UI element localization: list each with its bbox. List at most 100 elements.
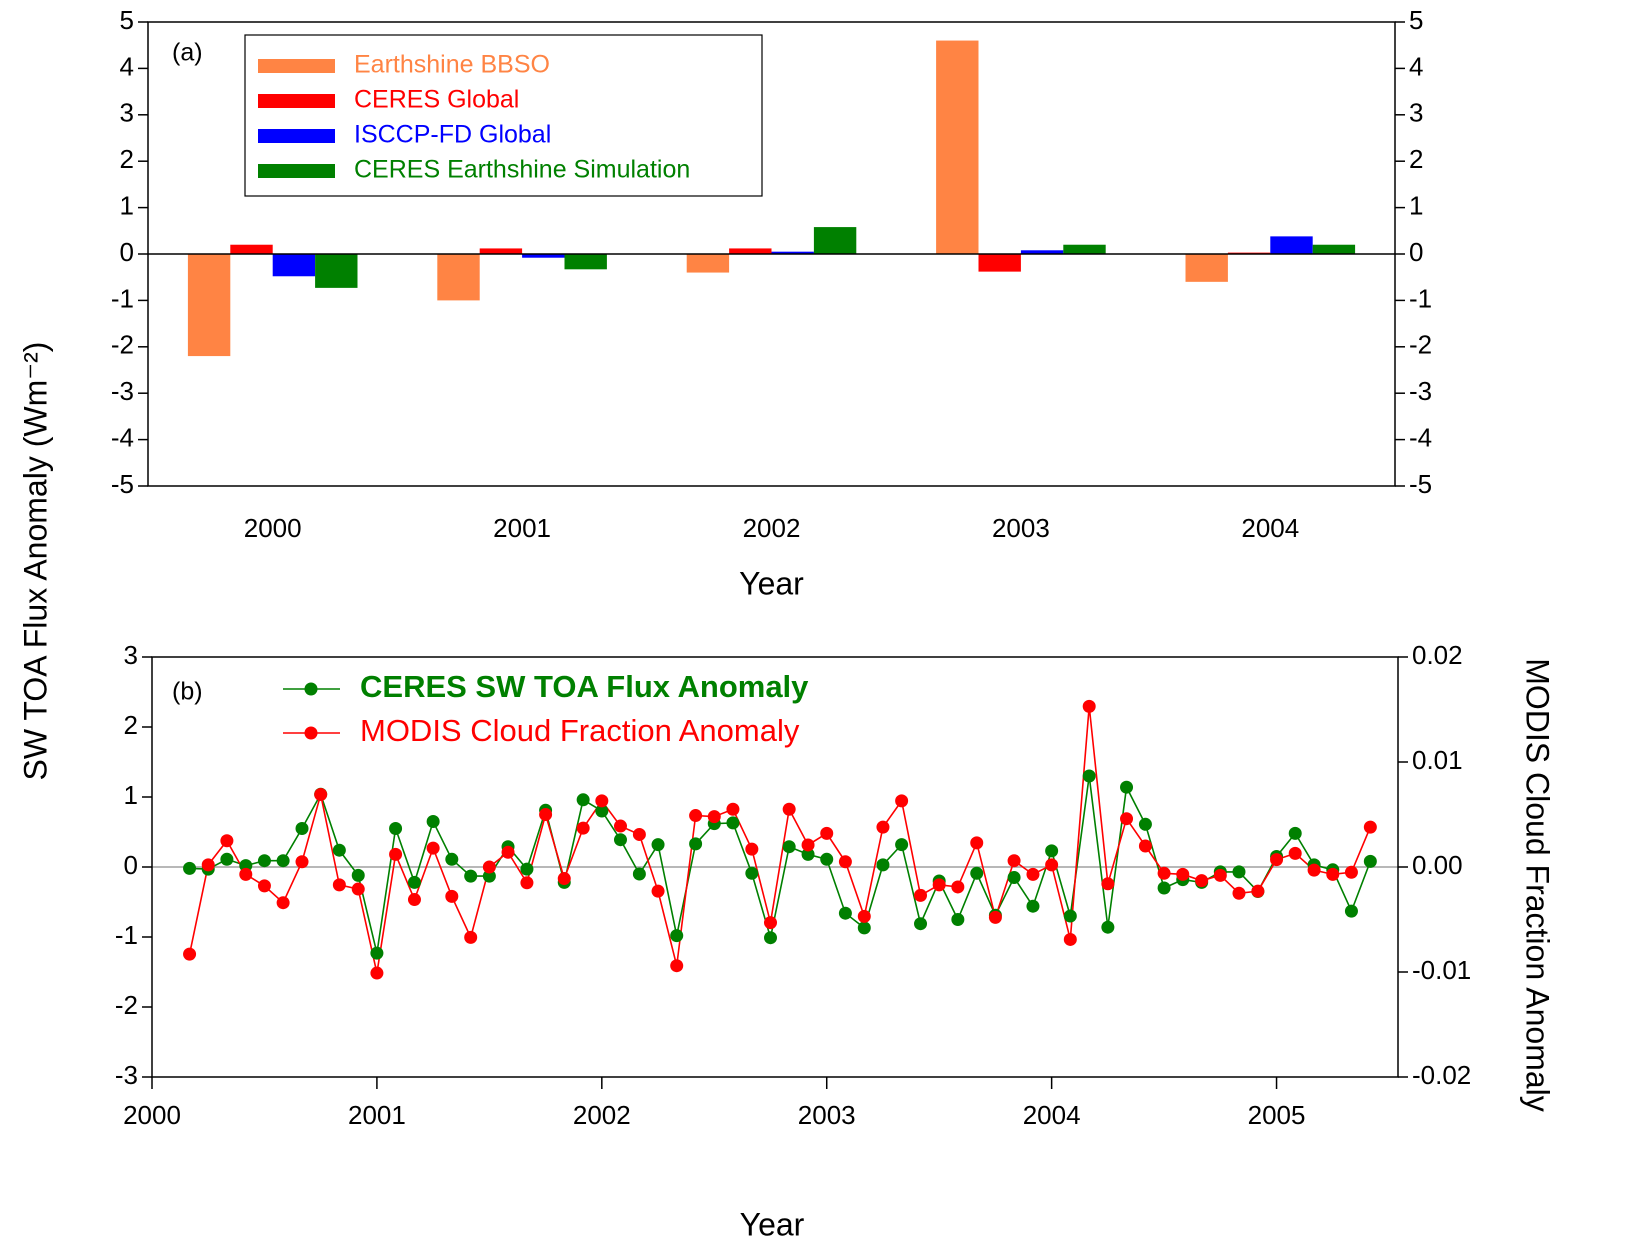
data-point — [914, 888, 928, 902]
y-tick-label: 1 — [120, 190, 134, 220]
data-point — [576, 793, 590, 807]
x-tick-label: 2004 — [1023, 1100, 1081, 1130]
y-tick-label: 3 — [120, 98, 134, 128]
y-tick-label-right: 3 — [1409, 98, 1423, 128]
data-point — [651, 884, 665, 898]
data-point — [314, 788, 328, 802]
x-tick-label: 2001 — [493, 513, 551, 543]
data-point — [970, 866, 984, 880]
series-line — [189, 775, 1372, 954]
bar — [1063, 244, 1106, 254]
data-point — [595, 804, 609, 818]
data-point — [1045, 844, 1059, 858]
data-point — [801, 847, 815, 861]
y-tick-label-right: -3 — [1409, 376, 1432, 406]
legend-swatch — [258, 59, 335, 73]
data-point — [1007, 871, 1021, 884]
data-point — [876, 858, 890, 872]
x-tick-label: 2002 — [743, 513, 801, 543]
bar — [978, 254, 1021, 272]
y-tick-label-right: 2 — [1409, 144, 1423, 174]
y-tick-label-right: 5 — [1409, 5, 1423, 35]
data-point — [1344, 904, 1358, 918]
data-point — [407, 875, 421, 889]
data-point — [1026, 867, 1040, 881]
data-point — [1101, 920, 1115, 934]
data-point — [632, 827, 646, 841]
x-tick-label: 2000 — [123, 1100, 181, 1130]
data-point — [820, 852, 834, 866]
data-point — [464, 930, 478, 944]
data-point — [1232, 886, 1246, 900]
data-point — [1120, 780, 1134, 794]
bar — [1270, 236, 1313, 254]
data-point — [1045, 858, 1059, 872]
y-tick-label: 5 — [120, 5, 134, 35]
bar — [437, 254, 480, 301]
data-point — [1063, 932, 1077, 946]
data-point — [501, 845, 515, 859]
data-point — [1138, 817, 1152, 831]
x-tick-label: 2004 — [1241, 513, 1299, 543]
legend-swatch — [258, 129, 335, 143]
data-point — [1344, 865, 1358, 879]
data-point — [1007, 854, 1021, 868]
legend-label: ISCCP-FD Global — [354, 121, 551, 149]
data-point — [539, 808, 553, 821]
data-point — [257, 879, 271, 893]
x-axis-label: Year — [739, 565, 804, 601]
data-point — [914, 917, 928, 931]
y-tick-label-right: 4 — [1409, 51, 1423, 81]
data-point — [295, 855, 309, 869]
data-point — [782, 840, 796, 854]
data-point — [1307, 863, 1321, 877]
data-point — [726, 816, 740, 830]
legend-marker — [304, 682, 318, 696]
data-point — [332, 878, 346, 892]
bar — [564, 254, 607, 270]
data-point — [613, 819, 627, 833]
data-point — [1251, 884, 1265, 898]
data-point — [576, 821, 590, 835]
x-tick-label: 2002 — [573, 1100, 631, 1130]
data-point — [445, 889, 459, 903]
data-point — [239, 867, 253, 881]
x-tick-label: 2003 — [798, 1100, 856, 1130]
data-point — [1120, 812, 1134, 826]
data-point — [351, 882, 365, 896]
data-point — [745, 842, 759, 856]
y-tick-label: 0 — [124, 850, 138, 880]
data-point — [857, 921, 871, 935]
data-point — [426, 841, 440, 855]
data-point — [1101, 877, 1115, 891]
data-point — [370, 946, 384, 960]
legend-marker — [304, 726, 318, 740]
legend-label: MODIS Cloud Fraction Anomaly — [360, 713, 800, 748]
data-point — [632, 867, 646, 881]
data-point — [1326, 867, 1340, 881]
data-point — [1157, 866, 1171, 880]
data-point — [707, 810, 721, 824]
legend-swatch — [258, 94, 335, 108]
data-point — [1138, 839, 1152, 853]
data-point — [520, 876, 534, 890]
data-point — [970, 836, 984, 850]
y-tick-label: -3 — [111, 376, 134, 406]
data-point — [670, 929, 684, 943]
y-tick-label: 1 — [124, 780, 138, 810]
y-tick-label: -5 — [111, 469, 134, 499]
bar — [479, 248, 523, 254]
data-point — [1232, 865, 1246, 879]
data-point — [1195, 874, 1209, 888]
bar — [686, 254, 730, 273]
data-point — [951, 880, 965, 894]
series-line — [188, 706, 1372, 974]
legend-label: CERES Global — [354, 86, 519, 114]
y-tick-label: 3 — [124, 640, 138, 670]
data-point — [838, 855, 852, 869]
data-point — [295, 822, 309, 835]
data-point — [1063, 909, 1077, 923]
data-point — [689, 809, 703, 823]
y-tick-label-right: 1 — [1409, 190, 1423, 220]
bar — [936, 40, 979, 255]
